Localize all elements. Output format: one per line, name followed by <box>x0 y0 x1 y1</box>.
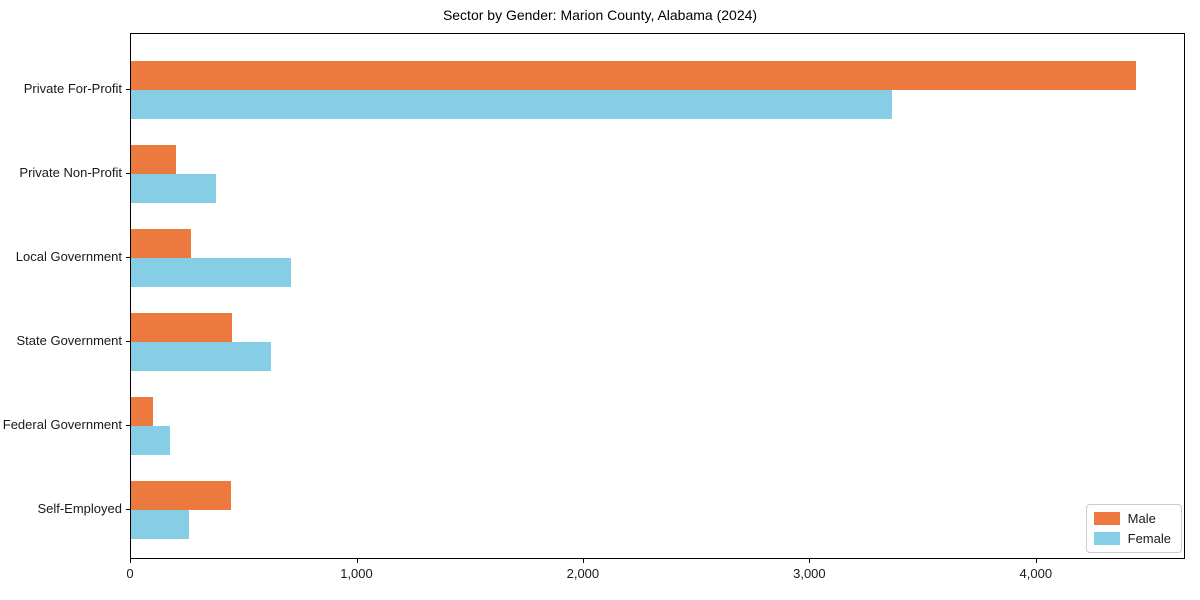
x-tick-label-3: 3,000 <box>793 566 826 581</box>
y-tick-label-1: Private Non-Profit <box>19 165 122 180</box>
bar-female-0 <box>131 90 892 119</box>
y-tick-label-5: Self-Employed <box>37 501 122 516</box>
bar-male-4 <box>131 397 153 426</box>
bar-male-3 <box>131 313 232 342</box>
x-tick-mark-1 <box>356 559 358 563</box>
legend-item-male: Male <box>1093 511 1171 526</box>
legend-swatch-female-icon <box>1093 532 1120 545</box>
x-tick-mark-4 <box>1035 559 1037 563</box>
bar-female-1 <box>131 174 216 203</box>
x-tick-mark-0 <box>130 559 131 563</box>
bar-female-3 <box>131 342 272 371</box>
bar-male-2 <box>131 229 191 258</box>
bar-female-4 <box>131 426 170 455</box>
bar-male-0 <box>131 61 1137 90</box>
y-tick-label-0: Private For-Profit <box>23 81 122 96</box>
y-tick-mark-0 <box>126 89 130 90</box>
y-tick-mark-2 <box>126 257 130 258</box>
chart-title: Sector by Gender: Marion County, Alabama… <box>442 7 758 23</box>
y-tick-mark-5 <box>126 509 130 510</box>
y-tick-mark-3 <box>126 341 130 342</box>
legend-label-male: Male <box>1127 511 1156 526</box>
x-tick-label-0: 0 <box>126 566 134 581</box>
legend-item-female: Female <box>1093 531 1171 546</box>
y-tick-label-2: Local Government <box>15 249 122 264</box>
y-tick-mark-1 <box>126 173 130 174</box>
x-tick-label-4: 4,000 <box>1019 566 1053 581</box>
x-tick-label-1: 1,000 <box>340 566 373 581</box>
x-tick-mark-2 <box>582 559 584 563</box>
bar-female-2 <box>131 258 291 287</box>
plot-area <box>130 33 1185 559</box>
x-tick-mark-3 <box>809 559 811 563</box>
legend: Male Female <box>1085 504 1182 553</box>
y-tick-mark-4 <box>126 425 130 426</box>
bar-female-5 <box>131 510 189 539</box>
legend-swatch-male-icon <box>1093 512 1120 525</box>
y-tick-label-3: State Government <box>16 333 123 348</box>
y-tick-label-4: Federal Government <box>2 417 122 432</box>
legend-label-female: Female <box>1127 531 1171 546</box>
bar-male-5 <box>131 481 231 510</box>
bar-male-1 <box>131 145 177 174</box>
x-tick-label-2: 2,000 <box>566 566 600 581</box>
